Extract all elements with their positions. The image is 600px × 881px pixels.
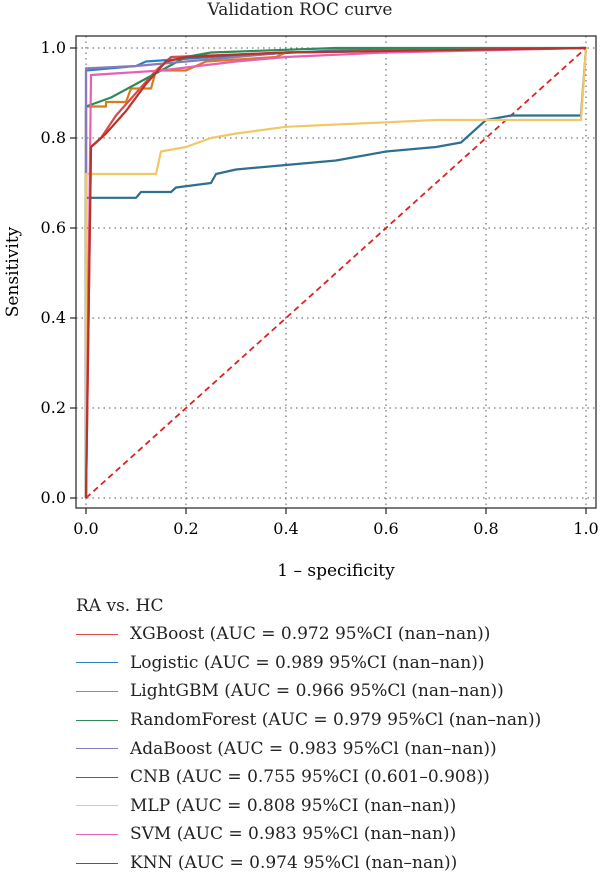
y-tick-label: 0.2 <box>41 398 66 417</box>
legend-swatch <box>76 719 118 721</box>
legend-swatch <box>76 833 118 835</box>
legend-swatch <box>76 633 118 635</box>
legend: RA vs. HC XGBoost (AUC = 0.972 95%CI (na… <box>76 592 541 877</box>
series-layer <box>84 46 588 499</box>
legend-label: XGBoost (AUC = 0.972 95%CI (nan–nan)) <box>130 624 491 645</box>
legend-item: LightGBM (AUC = 0.966 95%Cl (nan–nan)) <box>76 677 541 706</box>
legend-label: RandomForest (AUC = 0.979 95%Cl (nan–nan… <box>130 710 542 731</box>
y-tick-label: 0.4 <box>41 308 66 327</box>
legend-swatch <box>76 805 118 807</box>
tick-layer: 0.0 0.2 0.4 0.6 0.8 1.0 0.0 0.2 0.4 0.6 0.8 1.0 <box>41 38 599 538</box>
legend-label: Logistic (AUC = 0.989 95%CI (nan–nan)) <box>130 652 485 673</box>
legend-item: KNN (AUC = 0.974 95%Cl (nan–nan)) <box>76 849 541 878</box>
legend-item: MLP (AUC = 0.808 95%CI (nan–nan)) <box>76 792 541 821</box>
diagonal-reference-line <box>85 47 587 499</box>
y-tick-label: 0.8 <box>41 128 66 147</box>
y-axis-label: Sensitivity <box>3 226 23 317</box>
legend-item: SVM (AUC = 0.983 95%Cl (nan–nan)) <box>76 820 541 849</box>
y-tick-label: 1.0 <box>41 38 66 57</box>
series-line-6 <box>84 47 588 498</box>
plot-frame <box>75 35 597 509</box>
legend-item: Logistic (AUC = 0.989 95%CI (nan–nan)) <box>76 649 541 678</box>
legend-swatch <box>76 690 118 692</box>
x-axis-label: 1 – specificity <box>277 561 395 581</box>
chart-title: Validation ROC curve <box>207 0 393 20</box>
x-tick-label: 0.2 <box>173 519 198 538</box>
legend-item: CNB (AUC = 0.755 95%CI (0.601–0.908)) <box>76 763 541 792</box>
series-line-8 <box>84 46 587 499</box>
x-tick-label: 1.0 <box>573 519 598 538</box>
legend-swatch <box>76 776 118 778</box>
x-tick-label: 0.0 <box>73 519 98 538</box>
legend-label: KNN (AUC = 0.974 95%Cl (nan–nan)) <box>130 853 458 874</box>
legend-swatch <box>76 862 118 864</box>
legend-items: XGBoost (AUC = 0.972 95%CI (nan–nan)) Log… <box>76 620 541 877</box>
x-tick-label: 0.8 <box>473 519 498 538</box>
legend-title: RA vs. HC <box>76 596 164 616</box>
legend-label: MLP (AUC = 0.808 95%CI (nan–nan)) <box>130 795 457 816</box>
x-tick-label: 0.4 <box>273 519 298 538</box>
y-tick-label: 0.0 <box>41 488 66 507</box>
legend-label: LightGBM (AUC = 0.966 95%Cl (nan–nan)) <box>130 681 504 702</box>
legend-item: RandomForest (AUC = 0.979 95%Cl (nan–nan… <box>76 706 541 735</box>
legend-label: AdaBoost (AUC = 0.983 95%Cl (nan–nan)) <box>130 738 497 759</box>
legend-swatch <box>76 748 118 750</box>
legend-item: XGBoost (AUC = 0.972 95%CI (nan–nan)) <box>76 620 541 649</box>
x-tick-label: 0.6 <box>373 519 398 538</box>
series-line-7 <box>84 46 587 499</box>
legend-label: CNB (AUC = 0.755 95%CI (0.601–0.908)) <box>130 767 490 788</box>
y-tick-label: 0.6 <box>41 218 66 237</box>
legend-item: AdaBoost (AUC = 0.983 95%Cl (nan–nan)) <box>76 734 541 763</box>
legend-label: SVM (AUC = 0.983 95%Cl (nan–nan)) <box>130 824 457 845</box>
roc-chart: 0.0 0.2 0.4 0.6 0.8 1.0 0.0 0.2 0.4 0.6 0.8 1.0 1 –… <box>3 35 599 581</box>
legend-swatch <box>76 662 118 664</box>
